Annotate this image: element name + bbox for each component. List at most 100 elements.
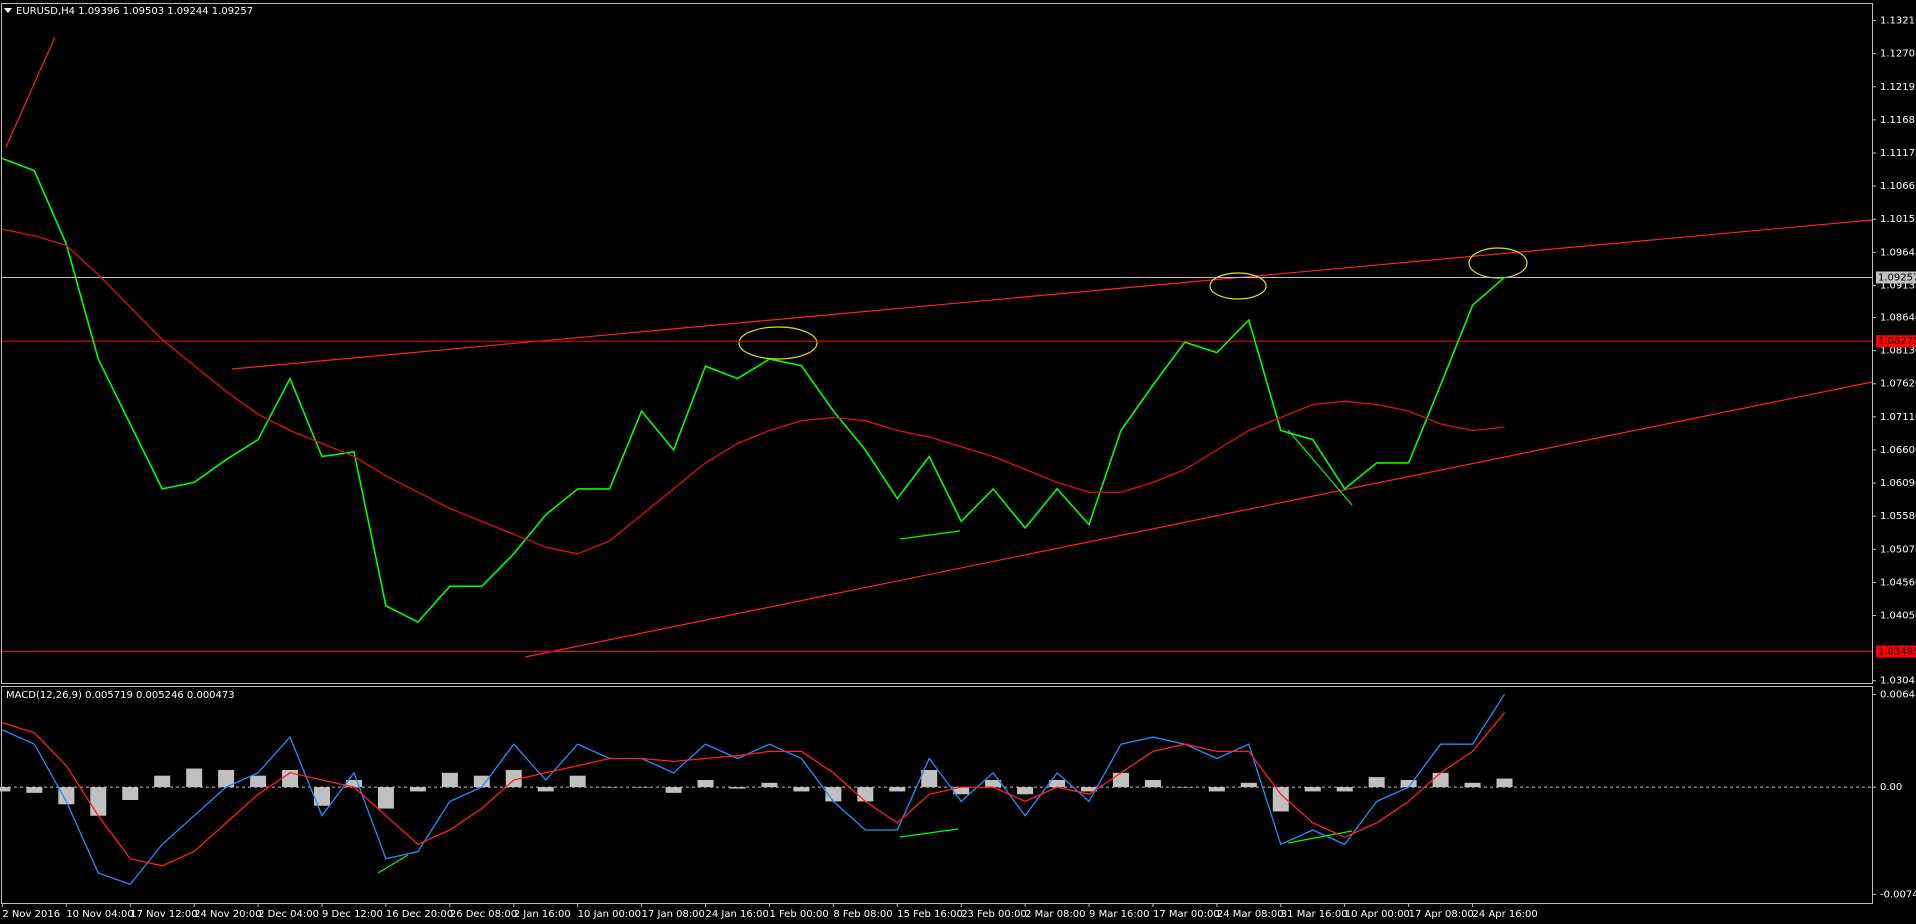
y-tick-label: 0.00 xyxy=(1880,782,1902,793)
x-tick-label: 31 Mar 16:00 xyxy=(1281,909,1348,920)
histogram-bar xyxy=(154,775,171,788)
histogram-bar xyxy=(1144,779,1161,788)
y-tick-label: 1.05070 xyxy=(1880,544,1916,555)
histogram-bar xyxy=(793,787,810,792)
highlight-ellipse xyxy=(738,326,818,360)
y-tick-label: 1.07110 xyxy=(1880,412,1916,423)
histogram-bar xyxy=(537,787,554,792)
x-tick-label: 17 Apr 08:00 xyxy=(1409,909,1474,920)
histogram-bar xyxy=(441,772,458,788)
histogram-bar xyxy=(1336,787,1353,792)
histogram-bar xyxy=(729,787,746,789)
menu-triangle[interactable] xyxy=(4,8,12,13)
histogram-bar xyxy=(665,787,682,793)
histogram-bar xyxy=(1113,772,1129,788)
histogram-bar xyxy=(90,787,107,816)
histogram-bar xyxy=(314,787,330,806)
divergence-line xyxy=(1287,830,1353,844)
price-tag-label: 1.09257 xyxy=(1878,272,1916,283)
histogram-bar xyxy=(1081,787,1098,792)
y-tick-label: 1.08130 xyxy=(1880,346,1916,357)
macd-title: MACD(12,26,9) 0.005719 0.005246 0.000473 xyxy=(6,690,235,701)
x-tick-label: 24 Mar 08:00 xyxy=(1217,909,1284,920)
price-tag-label: 1.03495 xyxy=(1878,647,1916,658)
histogram-bar xyxy=(953,787,970,795)
x-tick-label: 10 Apr 00:00 xyxy=(1345,909,1410,920)
x-tick-label: 2 Mar 08:00 xyxy=(1025,909,1085,920)
x-tick-label: 24 Jan 16:00 xyxy=(706,909,769,920)
price-tag-label: 1.08275 xyxy=(1878,336,1916,347)
histogram-bar xyxy=(345,779,362,788)
histogram-bar xyxy=(122,787,139,801)
x-tick-label: 8 Feb 08:00 xyxy=(833,909,892,920)
histogram-bar xyxy=(377,787,394,809)
histogram-bar xyxy=(1496,778,1513,788)
histogram-bar xyxy=(825,787,842,802)
histogram-bar xyxy=(1208,787,1225,792)
histogram-bar xyxy=(1017,787,1034,795)
x-tick-label: 9 Dec 12:00 xyxy=(322,909,383,920)
histogram-bar xyxy=(921,769,938,788)
y-tick-label: 1.03045 xyxy=(1880,676,1916,687)
y-tick-label: 1.06600 xyxy=(1880,445,1916,456)
histogram-bar xyxy=(697,779,714,788)
histogram-bar xyxy=(218,769,235,788)
y-tick-label: 1.05580 xyxy=(1880,511,1916,522)
price-tag xyxy=(1876,335,1916,348)
x-tick-label: 17 Jan 08:00 xyxy=(642,909,705,920)
histogram-bar xyxy=(1272,787,1289,812)
histogram-bar xyxy=(1400,779,1417,788)
resistance-line xyxy=(231,219,1873,370)
y-tick-label: 1.08640 xyxy=(1880,313,1916,324)
y-tick-label: 1.06090 xyxy=(1880,478,1916,489)
main-panel xyxy=(1,3,1873,684)
x-tick-label: 16 Dec 20:00 xyxy=(386,909,453,920)
x-tick-label: 17 Nov 12:00 xyxy=(130,909,197,920)
annotations xyxy=(5,36,1873,874)
y-tick-label: 1.12195 xyxy=(1880,82,1916,93)
histogram-bar xyxy=(985,779,1002,788)
x-tick-label: 2 Dec 04:00 xyxy=(258,909,319,920)
histogram-bar xyxy=(409,787,426,792)
histogram-bar xyxy=(1049,779,1066,788)
price-tag xyxy=(1876,645,1916,658)
signal-line xyxy=(2,712,1506,867)
divergence-line xyxy=(899,530,961,540)
y-tick-label: 1.11175 xyxy=(1880,148,1916,159)
histogram-bar xyxy=(601,787,618,788)
y-tick-label: 1.04560 xyxy=(1880,577,1916,588)
macd-panel xyxy=(1,686,1873,904)
divergence-line xyxy=(377,854,409,874)
x-tick-label: 24 Apr 16:00 xyxy=(1473,909,1538,920)
histogram-bar xyxy=(1176,787,1193,788)
y-tick-label: 1.11685 xyxy=(1880,115,1916,126)
histogram-bar xyxy=(186,768,203,788)
macd-line xyxy=(2,693,1506,886)
y-tick-label: 1.09135 xyxy=(1880,280,1916,291)
x-tick-label: 1 Feb 00:00 xyxy=(769,909,828,920)
x-tick-label: 2 Jan 16:00 xyxy=(514,909,571,920)
divergence-line xyxy=(1287,429,1353,506)
histogram-bar xyxy=(889,787,906,792)
histogram-bar xyxy=(633,787,650,788)
x-tick-label: 9 Mar 16:00 xyxy=(1089,909,1149,920)
x-tick-label: 10 Jan 00:00 xyxy=(578,909,641,920)
histogram-bar xyxy=(26,787,43,793)
price-line xyxy=(2,157,1506,623)
x-tick-label: 10 Nov 04:00 xyxy=(66,909,133,920)
y-tick-label: 1.09645 xyxy=(1880,247,1916,258)
histogram-bar xyxy=(1240,782,1257,788)
trend-line xyxy=(5,36,56,148)
x-tick-label: 2 Nov 2016 xyxy=(2,909,60,920)
highlight-ellipse xyxy=(1209,272,1267,300)
y-tick-label: 1.10155 xyxy=(1880,214,1916,225)
y-tick-label: 1.07620 xyxy=(1880,379,1916,390)
y-tick-label: 1.12705 xyxy=(1880,49,1916,60)
price-tag xyxy=(1876,271,1916,284)
x-tick-label: 24 Nov 20:00 xyxy=(194,909,261,920)
y-tick-label: 1.13215 xyxy=(1880,16,1916,27)
y-tick-label: 0.006483 xyxy=(1880,689,1916,700)
x-tick-label: 26 Dec 08:00 xyxy=(450,909,517,920)
